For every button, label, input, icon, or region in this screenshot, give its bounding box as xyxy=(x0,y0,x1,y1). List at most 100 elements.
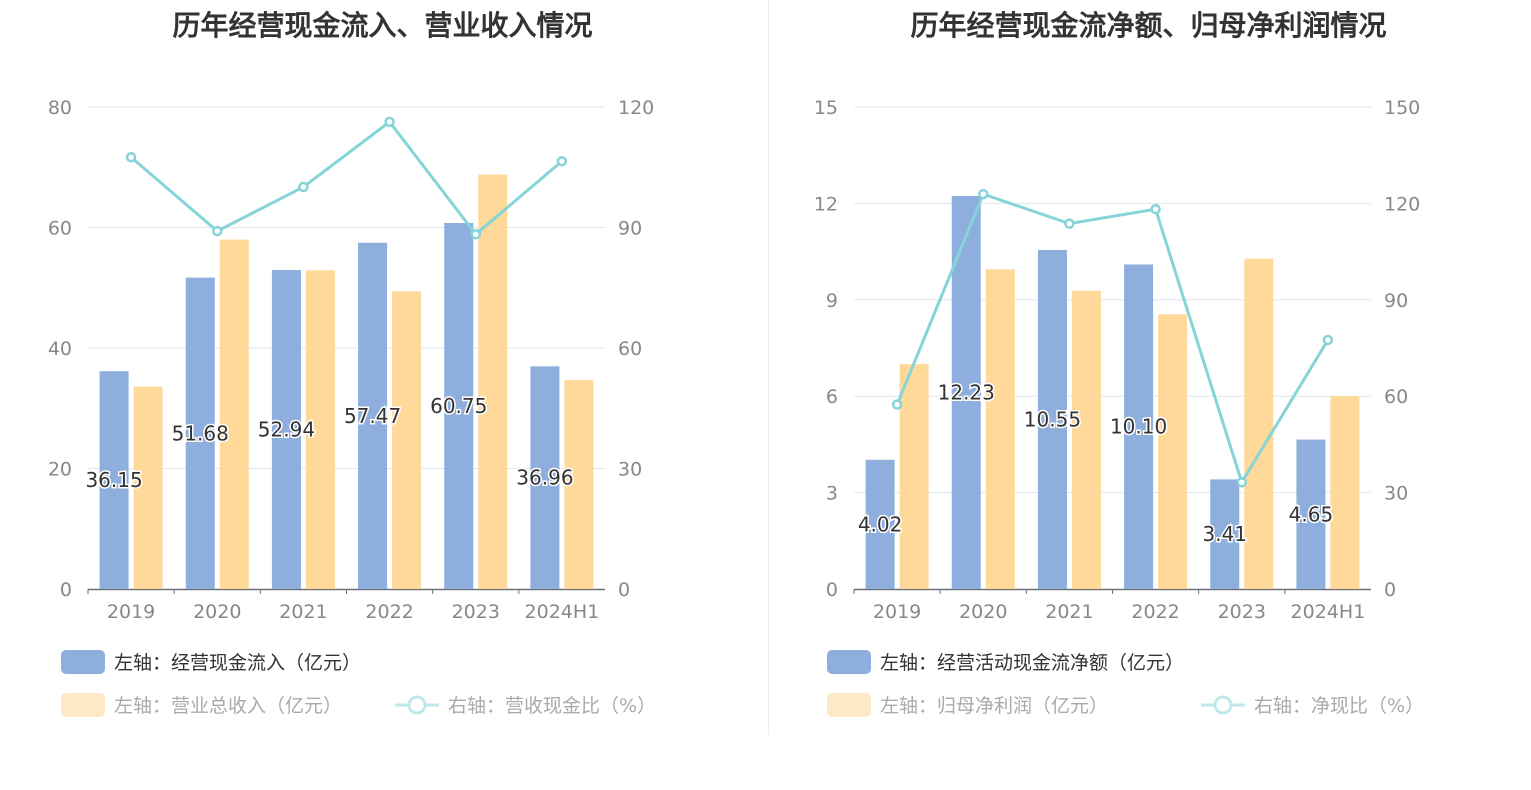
x-axis-tick-label: 2021 xyxy=(1045,601,1093,623)
x-axis-tick-label: 2021 xyxy=(279,601,327,623)
bar-revenue xyxy=(305,270,335,589)
x-axis-tick-label: 2024H1 xyxy=(525,601,600,623)
left-axis-tick-label: 20 xyxy=(48,459,72,481)
left-axis-tick-label: 15 xyxy=(814,97,838,119)
data-label: 10.10 xyxy=(1110,415,1167,439)
bar-cash-inflow xyxy=(185,277,215,589)
ratio-point xyxy=(384,116,395,128)
x-axis-tick-label: 2020 xyxy=(959,601,1007,623)
data-label: 36.96 xyxy=(516,466,573,490)
chart-svg: 0 20 40 60 80 0 30 60 90 120 2019 2020 2021 2022 2023 2… xyxy=(48,97,656,717)
bar-revenue xyxy=(564,379,594,589)
legend-swatch xyxy=(61,693,105,717)
chart-panel-netcash-profit: 历年经营现金流净额、归母净利润情况 0 3 6 9 12 15 0 30 60 90 120 150 2… xyxy=(766,0,1531,786)
left-axis-tick-label: 80 xyxy=(48,97,72,119)
legend-swatch xyxy=(827,650,871,674)
chart-title: 历年经营现金流净额、归母净利润情况 xyxy=(910,9,1387,42)
bar-revenue xyxy=(219,239,249,590)
legend-swatch xyxy=(827,693,871,717)
data-label: 4.65 xyxy=(1289,502,1334,526)
bar-cash-inflow xyxy=(99,371,129,589)
right-axis-tick-label: 90 xyxy=(1384,290,1408,312)
chart-panel-cashflow-revenue: 历年经营现金流入、营业收入情况 0 20 40 60 80 0 30 60 90 120 2019 2… xyxy=(0,0,765,786)
ratio-point xyxy=(556,155,568,167)
right-axis-tick-label: 120 xyxy=(1384,193,1420,215)
bar-net-cashflow xyxy=(1296,439,1326,589)
legend-label: 左轴：营业总收入（亿元） xyxy=(114,695,342,717)
x-axis-tick-label: 2023 xyxy=(452,601,500,623)
legend-label: 左轴：归母净利润（亿元） xyxy=(880,695,1108,717)
ratio-point xyxy=(1322,334,1334,346)
x-axis-tick-label: 2019 xyxy=(873,601,921,623)
x-axis-tick-label: 2024H1 xyxy=(1291,601,1366,623)
bar-cash-inflow xyxy=(358,242,388,589)
right-axis-tick-label: 0 xyxy=(1384,579,1396,601)
x-axis-tick-label: 2022 xyxy=(365,601,413,623)
x-axis-tick-label: 2019 xyxy=(107,601,155,623)
bar-net-cashflow xyxy=(1124,264,1154,589)
bar-cash-inflow xyxy=(271,270,301,589)
data-label: 12.23 xyxy=(938,381,995,405)
right-axis-tick-label: 0 xyxy=(618,579,630,601)
data-label: 52.94 xyxy=(258,418,315,442)
bar-revenue xyxy=(478,174,508,590)
right-axis-tick-label: 60 xyxy=(618,338,642,360)
left-axis-tick-label: 6 xyxy=(826,386,838,408)
legend-swatch xyxy=(61,650,105,674)
bar-net-cashflow xyxy=(865,459,895,589)
data-label: 36.15 xyxy=(85,468,142,492)
x-axis-tick-label: 2023 xyxy=(1218,601,1266,623)
data-label: 10.55 xyxy=(1024,407,1081,431)
bar-revenue xyxy=(133,386,163,589)
left-axis-tick-label: 9 xyxy=(826,290,838,312)
ratio-point xyxy=(125,151,137,163)
legend-label: 左轴：经营活动现金流净额（亿元） xyxy=(880,652,1184,674)
bar-net-cashflow xyxy=(1037,249,1067,589)
ratio-line xyxy=(895,192,1330,486)
chart-title: 历年经营现金流入、营业收入情况 xyxy=(172,9,593,42)
bar-net-profit xyxy=(985,269,1015,589)
left-axis-tick-label: 0 xyxy=(826,579,838,601)
bar-net-profit xyxy=(1244,258,1274,589)
bar-cash-inflow xyxy=(444,222,474,589)
ratio-point xyxy=(212,225,223,237)
right-axis-tick-label: 120 xyxy=(618,97,654,119)
ratio-line xyxy=(130,119,563,237)
panel-divider xyxy=(768,0,769,735)
ratio-point xyxy=(470,229,481,240)
legend-label: 右轴：营收现金比（%） xyxy=(448,695,656,717)
bar-net-profit xyxy=(899,364,929,589)
left-axis-tick-label: 40 xyxy=(48,338,72,360)
bar-net-profit xyxy=(1158,314,1188,589)
right-axis-tick-label: 90 xyxy=(618,218,642,240)
ratio-point xyxy=(891,399,903,410)
bar-cash-inflow xyxy=(530,366,560,589)
left-axis-tick-label: 3 xyxy=(826,483,838,505)
bar-net-profit xyxy=(1330,396,1360,589)
ratio-point xyxy=(978,188,989,200)
ratio-point xyxy=(1064,218,1075,229)
legend-label: 左轴：经营现金流入（亿元） xyxy=(114,652,361,674)
right-axis-tick-label: 60 xyxy=(1384,386,1408,408)
x-axis-tick-label: 2022 xyxy=(1131,601,1179,623)
left-axis-tick-label: 12 xyxy=(814,193,838,215)
legend-label: 右轴：净现比（%） xyxy=(1254,695,1424,717)
bar-net-profit xyxy=(1071,290,1101,589)
bar-revenue xyxy=(392,291,422,589)
data-label: 4.02 xyxy=(858,512,903,536)
data-label: 60.75 xyxy=(430,394,487,418)
bar-net-cashflow xyxy=(1210,479,1240,589)
ratio-point xyxy=(1236,477,1247,488)
left-axis-tick-label: 60 xyxy=(48,218,72,240)
right-axis-tick-label: 150 xyxy=(1384,97,1420,119)
right-axis-tick-label: 30 xyxy=(1384,483,1408,505)
legend-line-marker xyxy=(1213,695,1233,715)
right-axis-tick-label: 30 xyxy=(618,459,642,481)
ratio-point xyxy=(298,181,309,193)
ratio-point xyxy=(1150,203,1161,215)
legend-line-marker xyxy=(407,695,427,715)
data-label: 3.41 xyxy=(1202,522,1247,546)
x-axis-tick-label: 2020 xyxy=(193,601,241,623)
data-label: 51.68 xyxy=(172,421,229,445)
